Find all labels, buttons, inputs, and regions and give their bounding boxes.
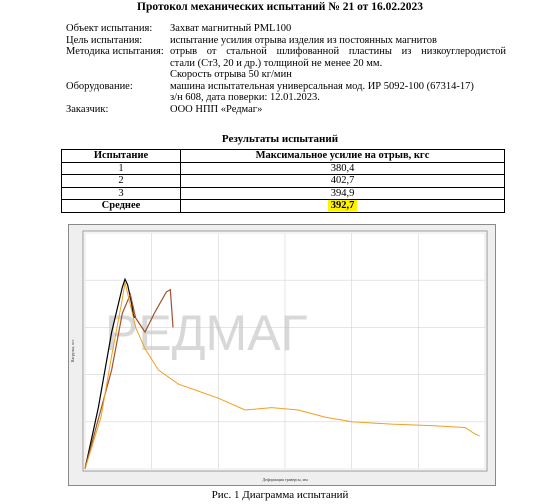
- test-number-cell: 3: [61, 186, 181, 200]
- info-value: отрыв от стальной шлифованной пластины и…: [170, 46, 506, 81]
- info-row-customer: Заказчик: ООО НПП «Редмаг»: [66, 104, 506, 116]
- average-label-cell: Среднее: [61, 199, 181, 213]
- info-line: Захват магнитный PML100: [170, 23, 292, 34]
- info-line: отрыв от стальной шлифованной пластины и…: [170, 46, 506, 57]
- results-table: Испытание Максимальное усилие на отрыв, …: [61, 149, 505, 213]
- info-value: машина испытательная универсальная мод. …: [170, 81, 506, 104]
- series-group: [84, 277, 480, 470]
- force-value-cell: 380,4: [180, 161, 505, 175]
- info-value: Захват магнитный PML100: [170, 23, 506, 35]
- info-line: з/н 608, дата поверки: 12.01.2023.: [170, 92, 320, 103]
- info-row-method: Методика испытания: отрыв от стальной шл…: [66, 46, 506, 81]
- test-diagram: РЕДМАГ Нагрузка, кгс Деформация траверсы…: [68, 224, 496, 486]
- grid: [84, 232, 486, 470]
- info-line: испытание усилия отрыва изделия из посто…: [170, 34, 437, 46]
- info-label: Методика испытания:: [66, 46, 164, 57]
- test-number-cell: 1: [61, 161, 181, 175]
- info-value: ООО НПП «Редмаг»: [170, 104, 506, 116]
- test-number-cell: 2: [61, 174, 181, 188]
- figure-caption: Рис. 1 Диаграмма испытаний: [211, 489, 349, 501]
- series-line-3: [84, 282, 480, 470]
- series-line-1: [84, 277, 135, 470]
- test-info: Объект испытания: Захват магнитный PML10…: [66, 23, 506, 115]
- info-value: испытание усилия отрыва изделия из посто…: [170, 35, 506, 47]
- force-chart: РЕДМАГ Нагрузка, кгс Деформация траверсы…: [70, 230, 488, 483]
- info-label: Цель испытания:: [66, 34, 143, 46]
- info-row-equipment: Оборудование: машина испытательная униве…: [66, 81, 506, 104]
- info-line: стали (Ст3, 20 и др.) толщиной не менее …: [170, 57, 383, 69]
- table-header-row: Испытание Максимальное усилие на отрыв, …: [61, 149, 505, 163]
- force-value-cell: 394,9: [180, 186, 505, 200]
- info-row-purpose: Цель испытания: испытание усилия отрыва …: [66, 35, 506, 47]
- info-label: Заказчик:: [66, 103, 109, 115]
- table-row: 3 394,9: [61, 186, 505, 200]
- column-header-max-force: Максимальное усилие на отрыв, кгс: [180, 149, 505, 163]
- info-row-object: Объект испытания: Захват магнитный PML10…: [66, 23, 506, 35]
- results-title: Результаты испытаний: [221, 133, 339, 145]
- table-row: 1 380,4: [61, 161, 505, 175]
- info-line: Скорость отрыва 50 кг/мин: [170, 69, 292, 80]
- average-value-cell: 392,7: [180, 199, 505, 213]
- info-label: Оборудование:: [66, 80, 133, 92]
- info-line: машина испытательная универсальная мод. …: [170, 80, 474, 92]
- y-axis-label: Нагрузка, кгс: [70, 339, 76, 362]
- average-value-highlight: 392,7: [327, 200, 358, 211]
- x-axis-label: Деформация траверсы, мм: [262, 477, 308, 483]
- force-value-cell: 402,7: [180, 174, 505, 188]
- protocol-title: Протокол механических испытаний № 21 от …: [137, 1, 423, 13]
- series-line-2: [84, 288, 174, 470]
- table-row: 2 402,7: [61, 174, 505, 188]
- average-row: Среднее 392,7: [61, 199, 505, 213]
- watermark: РЕДМАГ: [105, 305, 308, 361]
- info-line: ООО НПП «Редмаг»: [170, 103, 263, 115]
- info-label: Объект испытания:: [66, 23, 153, 34]
- column-header-test: Испытание: [61, 149, 181, 163]
